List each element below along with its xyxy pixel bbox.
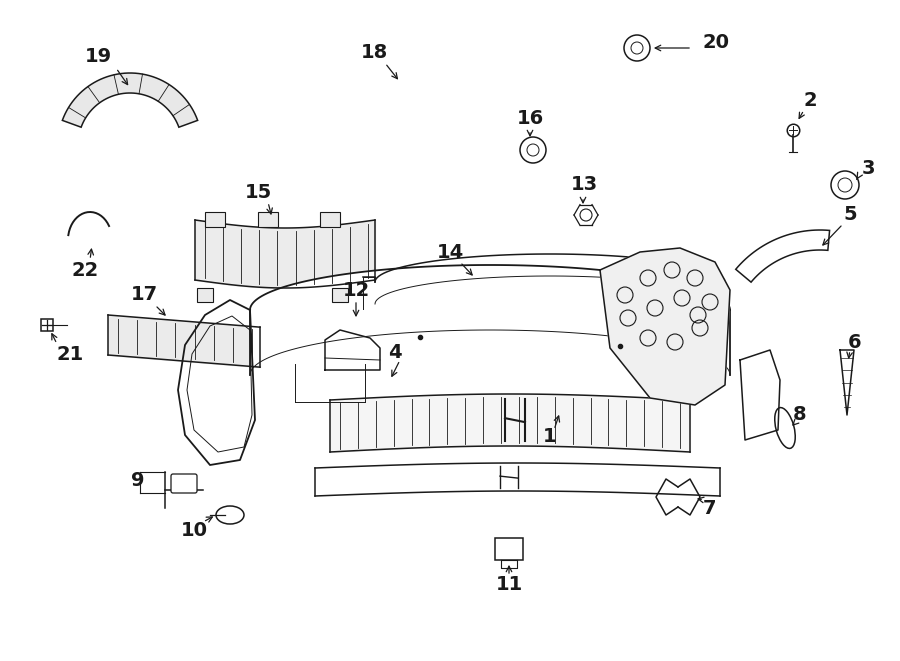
Text: 4: 4 [388,342,401,362]
Text: 2: 2 [803,91,817,110]
Text: 15: 15 [245,182,272,202]
FancyBboxPatch shape [197,288,213,302]
Text: 10: 10 [181,520,208,539]
Text: 1: 1 [544,428,557,446]
Polygon shape [740,350,780,440]
Text: 18: 18 [360,42,388,61]
Polygon shape [62,73,198,127]
Text: 9: 9 [131,471,145,490]
Text: 20: 20 [702,34,729,52]
Text: 5: 5 [843,206,857,225]
FancyBboxPatch shape [332,288,348,302]
Polygon shape [325,330,380,370]
Text: 8: 8 [793,405,806,424]
FancyBboxPatch shape [171,474,197,493]
Text: 6: 6 [848,332,862,352]
Text: 7: 7 [703,498,716,518]
Polygon shape [600,248,730,405]
Text: 17: 17 [130,286,158,305]
Text: 13: 13 [571,176,598,194]
Text: 19: 19 [85,48,112,67]
FancyBboxPatch shape [320,212,340,227]
FancyBboxPatch shape [495,538,523,560]
Text: 14: 14 [436,243,464,262]
Text: 3: 3 [861,159,875,178]
Text: 12: 12 [342,280,370,299]
Text: 22: 22 [71,260,99,280]
Text: 21: 21 [57,346,84,364]
Polygon shape [735,230,830,282]
Text: 16: 16 [517,108,544,128]
Polygon shape [178,300,255,465]
Text: 11: 11 [495,576,523,594]
FancyBboxPatch shape [258,212,278,227]
FancyBboxPatch shape [205,212,225,227]
